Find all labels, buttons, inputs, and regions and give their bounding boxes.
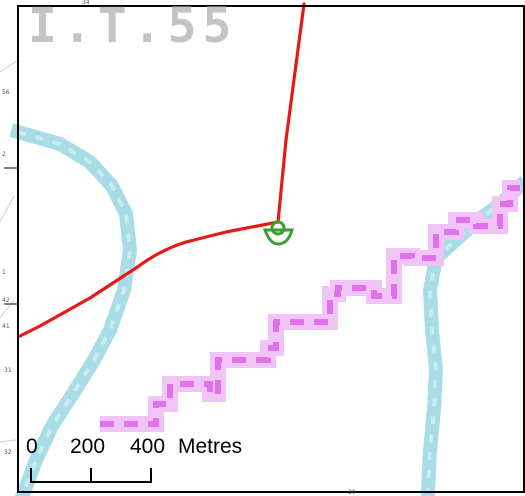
edge-number-left: 32 [4,449,12,456]
edge-number-top: 34 [82,0,90,6]
edge-number-left: 2 [2,151,6,158]
edge-ticks [4,167,18,305]
river-left [9,123,138,496]
sheet-label: I.T.55 [28,0,238,54]
contour-lines [0,59,19,443]
edge-number-left: 1 [2,269,6,276]
edge-number-left: 31 [4,367,12,374]
scale-tick [90,468,92,482]
scale-line [30,481,152,483]
edge-number-left: 41 [2,323,10,330]
scale-bar: 0 200 400 Metres [26,432,266,486]
edge-number-bottom: 30 [348,489,356,496]
location-marker-icon [262,220,294,246]
scale-label-200: 200 [70,435,106,458]
boundary-line [100,180,520,432]
scale-label-0: 0 [26,435,38,458]
scale-tick [30,468,32,482]
scale-tick [150,468,152,482]
map-border [17,5,525,493]
scale-label-400: 400 [130,435,166,458]
route-line [18,2,306,338]
edge-number-left: 56 [2,89,10,96]
scale-unit: Metres [178,435,243,458]
edge-number-left: 42 [2,297,10,304]
